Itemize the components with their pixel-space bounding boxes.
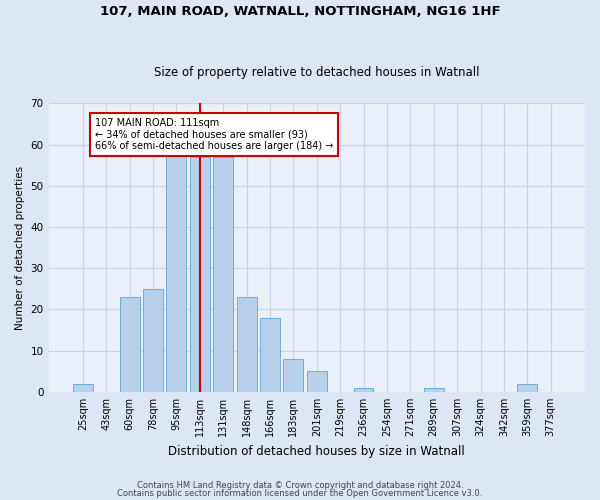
Bar — [166, 148, 187, 392]
Bar — [73, 384, 93, 392]
Text: 107, MAIN ROAD, WATNALL, NOTTINGHAM, NG16 1HF: 107, MAIN ROAD, WATNALL, NOTTINGHAM, NG1… — [100, 5, 500, 18]
Text: Contains HM Land Registry data © Crown copyright and database right 2024.: Contains HM Land Registry data © Crown c… — [137, 481, 463, 490]
Bar — [213, 157, 233, 392]
Bar — [236, 297, 257, 392]
X-axis label: Distribution of detached houses by size in Watnall: Distribution of detached houses by size … — [169, 444, 465, 458]
Bar — [424, 388, 443, 392]
Bar — [353, 388, 373, 392]
Bar — [283, 359, 304, 392]
Y-axis label: Number of detached properties: Number of detached properties — [15, 166, 25, 330]
Bar — [517, 384, 537, 392]
Bar — [307, 372, 327, 392]
Bar — [120, 297, 140, 392]
Bar — [260, 318, 280, 392]
Text: 107 MAIN ROAD: 111sqm
← 34% of detached houses are smaller (93)
66% of semi-deta: 107 MAIN ROAD: 111sqm ← 34% of detached … — [95, 118, 333, 151]
Title: Size of property relative to detached houses in Watnall: Size of property relative to detached ho… — [154, 66, 479, 78]
Text: Contains public sector information licensed under the Open Government Licence v3: Contains public sector information licen… — [118, 488, 482, 498]
Bar — [190, 157, 210, 392]
Bar — [143, 289, 163, 392]
